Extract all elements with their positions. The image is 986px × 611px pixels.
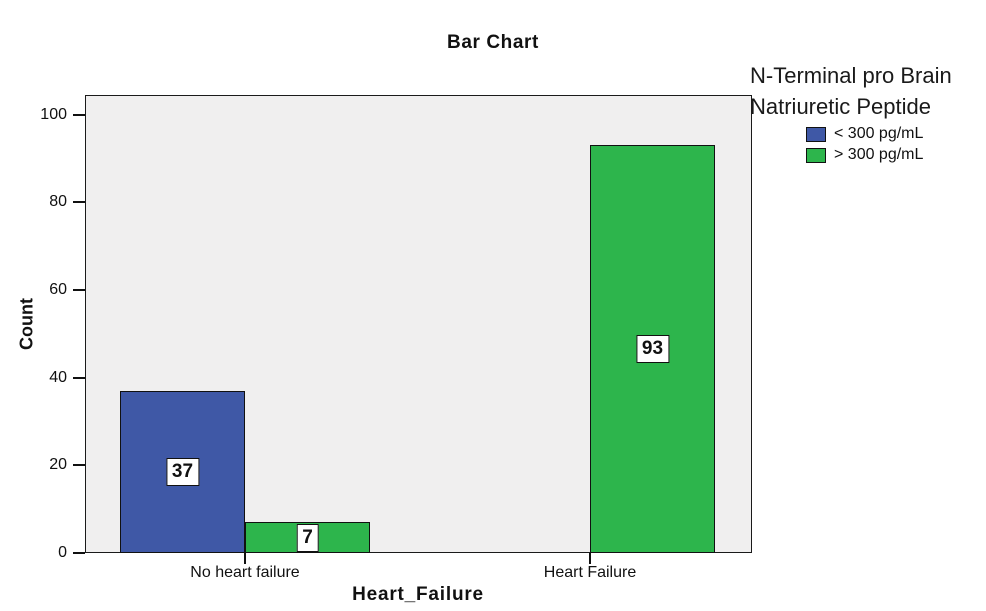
bar-value-label: 37 [165, 457, 200, 486]
y-tick-mark [73, 464, 85, 467]
y-axis-title: Count [16, 298, 37, 350]
legend: < 300 pg/mL > 300 pg/mL [806, 125, 923, 164]
category-label: Heart Failure [543, 564, 637, 581]
y-tick-label: 0 [58, 544, 67, 561]
y-tick-mark [73, 552, 85, 554]
legend-swatch-gt300-icon [806, 147, 826, 163]
x-tick-mark [244, 553, 246, 564]
x-axis-title: Heart_Failure [352, 584, 484, 605]
y-tick-mark [73, 201, 85, 204]
y-tick-mark [73, 376, 85, 379]
x-tick-mark [589, 553, 591, 564]
legend-entry-gt300: > 300 pg/mL [806, 146, 923, 164]
legend-entry-lt300: < 300 pg/mL [806, 125, 923, 143]
y-tick-label: 20 [49, 456, 67, 474]
y-tick-label: 100 [40, 105, 67, 123]
legend-label-lt300: < 300 pg/mL [834, 125, 924, 142]
legend-swatch-lt300-icon [806, 126, 826, 142]
bar-value-label: 7 [296, 523, 319, 552]
legend-title-line-2: Natriuretic Peptide [750, 94, 931, 119]
y-tick-label: 80 [49, 193, 67, 211]
y-tick-mark [73, 113, 85, 116]
y-tick-label: 40 [49, 368, 67, 386]
legend-title: N-Terminal pro Brain Natriuretic Peptide [750, 60, 986, 122]
legend-label-gt300: > 300 pg/mL [834, 146, 924, 163]
category-label: No heart failure [190, 564, 300, 581]
y-tick-label: 60 [49, 281, 67, 299]
y-tick-mark [73, 289, 85, 292]
chart-title: Bar Chart [447, 32, 539, 53]
bar-value-label: 93 [635, 335, 670, 364]
legend-title-line-1: N-Terminal pro Brain [750, 63, 952, 88]
